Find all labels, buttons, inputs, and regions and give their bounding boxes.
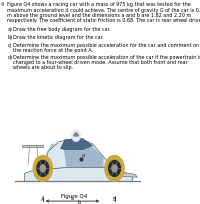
Text: Determine the maximum possible acceleration for the car and comment on: Determine the maximum possible accelerat… <box>13 43 199 48</box>
Text: 4: 4 <box>1 2 4 8</box>
Circle shape <box>105 155 124 181</box>
Text: a: a <box>71 196 74 201</box>
Polygon shape <box>24 167 133 181</box>
Text: maximum acceleration it could achieve. The centre of gravity G of the car is 0.5: maximum acceleration it could achieve. T… <box>7 8 200 13</box>
Text: the reaction force at the point A.: the reaction force at the point A. <box>13 48 93 53</box>
Text: Figure Q4: Figure Q4 <box>61 194 87 199</box>
Text: Determine the maximum possible acceleration of the car if the powertrain is: Determine the maximum possible accelerat… <box>13 55 200 60</box>
Circle shape <box>109 161 120 176</box>
Text: Figure Q4 shows a racing car with a mass of 975 kg that was tested for the: Figure Q4 shows a racing car with a mass… <box>7 2 191 8</box>
Circle shape <box>33 155 52 181</box>
Polygon shape <box>61 139 92 150</box>
Polygon shape <box>22 145 43 147</box>
Polygon shape <box>122 172 137 177</box>
Text: wheels are about to slip.: wheels are about to slip. <box>13 65 73 70</box>
Text: G: G <box>82 154 85 159</box>
Text: respectively. The coefficient of static friction is 0.68. The car is rear wheel : respectively. The coefficient of static … <box>7 18 200 23</box>
Text: A: A <box>41 197 45 202</box>
Text: changed to a four-wheel driven mode. Assume that both front and rear: changed to a four-wheel driven mode. Ass… <box>13 60 188 65</box>
Circle shape <box>37 161 49 176</box>
Text: m above the ground level and the dimensions a and b are 1.82 and 2.20 m: m above the ground level and the dimensi… <box>7 13 192 18</box>
Text: b: b <box>77 200 80 204</box>
Text: b): b) <box>7 35 12 40</box>
Text: Draw the free body diagram for the car.: Draw the free body diagram for the car. <box>13 27 111 32</box>
Polygon shape <box>43 144 55 169</box>
Text: a): a) <box>7 27 12 32</box>
Polygon shape <box>73 132 79 137</box>
Circle shape <box>40 165 46 172</box>
Text: d): d) <box>7 55 12 60</box>
Polygon shape <box>44 138 111 169</box>
Text: B: B <box>113 197 116 202</box>
Text: Draw the kinetic diagram for the car.: Draw the kinetic diagram for the car. <box>13 35 104 40</box>
Polygon shape <box>63 144 103 167</box>
Text: c): c) <box>7 43 12 48</box>
Circle shape <box>112 165 117 172</box>
Circle shape <box>72 130 81 142</box>
